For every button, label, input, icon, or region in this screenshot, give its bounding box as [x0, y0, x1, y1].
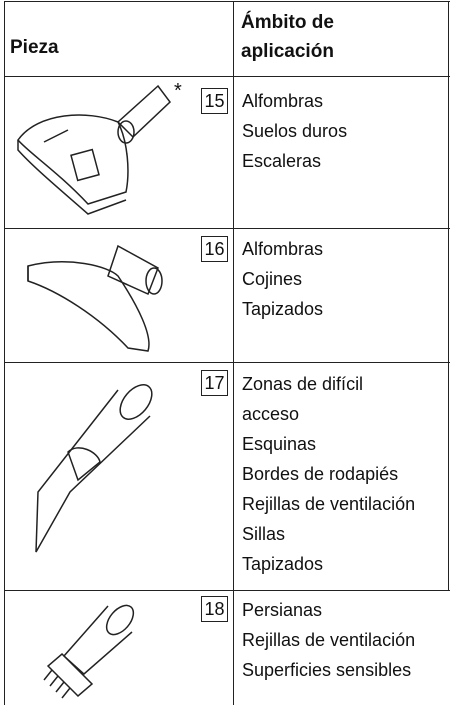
part-number: 17 — [201, 370, 228, 396]
use: Alfombras — [242, 239, 324, 259]
rule — [233, 1, 234, 705]
rule — [4, 228, 450, 229]
use: Zonas de difícil acceso — [242, 374, 364, 424]
use: Esquinas — [242, 434, 317, 454]
brush-image — [43, 604, 135, 699]
use: Superficies sensibles — [242, 660, 412, 680]
rule — [4, 362, 450, 363]
use: Cojines — [242, 269, 303, 289]
part-number: 16 — [201, 236, 228, 262]
uses: Alfombras Suelos duros Escaleras — [242, 86, 448, 176]
nozzle-image — [17, 84, 172, 215]
use: Tapizados — [242, 299, 324, 319]
use: Persianas — [242, 600, 323, 620]
uses: Alfombras Cojines Tapizados — [242, 234, 448, 324]
part-number: 15 — [201, 88, 228, 114]
use: Escaleras — [242, 151, 322, 171]
use: Alfombras — [242, 91, 324, 111]
use: Bordes de rodapiés — [242, 464, 399, 484]
rule — [4, 590, 450, 591]
upholstery-image — [27, 244, 163, 352]
rule — [4, 1, 5, 705]
use: Rejillas de ventilación — [242, 494, 416, 514]
note: * — [174, 80, 182, 102]
part-number: 18 — [201, 596, 228, 622]
uses: Persianas Rejillas de ventilación Superf… — [242, 595, 448, 685]
use: Tapizados — [242, 554, 324, 574]
header-part: Pieza — [10, 37, 59, 58]
header-application: Ámbito de aplicación — [241, 12, 334, 62]
uses: Zonas de difícil acceso Esquinas Bordes … — [242, 369, 448, 579]
use: Sillas — [242, 524, 286, 544]
use: Rejillas de ventilación — [242, 630, 416, 650]
crevice-image — [35, 384, 153, 553]
rule — [448, 1, 449, 590]
rule — [4, 1, 450, 2]
use: Suelos duros — [242, 121, 348, 141]
rule — [4, 76, 450, 77]
